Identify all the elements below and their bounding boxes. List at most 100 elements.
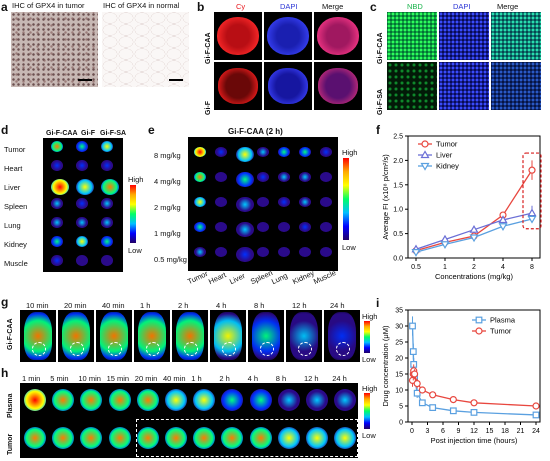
g-mouse-image bbox=[172, 310, 208, 362]
y-tick-label: 25 bbox=[395, 340, 403, 347]
data-point bbox=[413, 389, 421, 397]
ihc-tumor-image bbox=[11, 12, 98, 87]
data-point bbox=[429, 404, 437, 412]
panel-b-col-merge: Merge bbox=[322, 2, 344, 11]
c-merge-gi-f-caa bbox=[491, 12, 541, 60]
h-tumor-well bbox=[24, 427, 46, 449]
h-plasma-well bbox=[108, 389, 131, 411]
h-plate-image bbox=[20, 383, 358, 458]
g-time-label: 10 min bbox=[26, 301, 49, 310]
data-point bbox=[498, 223, 508, 231]
h-time-label: 1 min bbox=[22, 374, 41, 383]
x-tick-label: 24 bbox=[532, 428, 540, 435]
h-time-label: 2 h bbox=[219, 374, 230, 383]
e-organ-signal bbox=[257, 247, 269, 258]
h-plasma-well bbox=[52, 389, 75, 411]
d-organ-signal bbox=[101, 141, 113, 152]
e-row-label: 2 mg/kg bbox=[154, 203, 181, 212]
legend-label: Plasma bbox=[490, 316, 516, 325]
panel-b-letter: b bbox=[197, 0, 205, 14]
x-axis-label: Concentrations (mg/kg) bbox=[435, 272, 513, 281]
g-colorbar bbox=[364, 321, 370, 353]
h-plasma-well bbox=[24, 389, 46, 411]
g-tumor-marker bbox=[222, 342, 236, 356]
g-mouse-image bbox=[286, 310, 322, 362]
d-organ-signal bbox=[51, 160, 63, 171]
data-point bbox=[420, 150, 430, 159]
g-time-label: 24 h bbox=[330, 301, 345, 310]
h-tumor-well bbox=[165, 427, 187, 449]
g-scale-high: High bbox=[362, 312, 378, 321]
g-mouse-image bbox=[324, 310, 360, 362]
data-point bbox=[411, 249, 421, 257]
data-point bbox=[440, 241, 450, 250]
x-tick-label: 15 bbox=[486, 428, 494, 435]
y-tick-label: 1.0 bbox=[393, 207, 403, 214]
y-tick-label: 15 bbox=[395, 372, 403, 379]
g-time-label: 40 min bbox=[102, 301, 125, 310]
panel-g-row-label: Gi-F-CAA bbox=[7, 318, 14, 351]
x-tick-label: 12 bbox=[470, 428, 478, 435]
panel-c-row-gi-f-caa: Gi-F-CAA bbox=[377, 32, 384, 65]
c-dapi-gi-f-sa bbox=[439, 62, 489, 110]
h-tumor-well bbox=[193, 427, 216, 449]
h-time-label: 24 h bbox=[332, 374, 347, 383]
panel-f-letter: f bbox=[376, 123, 380, 137]
y-tick-label: 0 bbox=[399, 420, 403, 427]
d-organ-signal bbox=[51, 179, 69, 196]
x-tick-label: 3 bbox=[426, 428, 430, 435]
d-organ-image bbox=[43, 138, 123, 272]
panel-b-row-gi-f: Gi-F bbox=[205, 101, 212, 115]
panel-b-col-cy: Cy bbox=[236, 2, 246, 11]
data-point bbox=[527, 215, 537, 224]
g-time-label: 12 h bbox=[292, 301, 307, 310]
panel-a-title-tumor: IHC of GPX4 in tumor bbox=[12, 1, 85, 10]
d-organ-signal bbox=[51, 141, 63, 152]
data-point bbox=[413, 379, 421, 388]
e-scale-high: High bbox=[342, 148, 358, 157]
data-point bbox=[470, 408, 478, 416]
d-organ-signal bbox=[101, 179, 119, 196]
y-tick-label: 0.0 bbox=[393, 256, 403, 263]
g-tumor-marker bbox=[70, 342, 84, 356]
panel-b-row-gi-f-caa: Gi-F-CAA bbox=[205, 32, 212, 65]
e-organ-signal bbox=[215, 197, 227, 208]
h-plasma-well bbox=[136, 389, 159, 411]
panel-c-col-merge: Merge bbox=[497, 2, 519, 11]
b-merge-gi-f bbox=[314, 62, 362, 110]
x-tick-label: 0 bbox=[410, 428, 414, 435]
d-row-label: Heart bbox=[4, 164, 23, 173]
data-point bbox=[421, 140, 429, 148]
panel-b-col-dapi: DAPI bbox=[280, 2, 298, 11]
y-axis-label: Average FI (x10⁸ p/cm²/s) bbox=[381, 154, 390, 240]
h-tumor-well bbox=[306, 427, 328, 449]
h-tumor-well bbox=[277, 427, 300, 449]
y-axis-label: Drug concentration (μM) bbox=[381, 325, 390, 407]
d-row-label: Spleen bbox=[4, 202, 28, 211]
e-organ-signal bbox=[278, 147, 290, 158]
y-tick-label: 10 bbox=[395, 388, 403, 395]
h-time-label: 20 min bbox=[134, 374, 158, 383]
d-organ-signal bbox=[101, 160, 113, 171]
h-time-label: 4 h bbox=[247, 374, 259, 383]
data-point bbox=[410, 370, 419, 378]
d-organ-signal bbox=[76, 198, 88, 209]
panel-e-letter: e bbox=[148, 123, 155, 137]
g-tumor-marker bbox=[260, 342, 274, 356]
c-dapi-gi-f-caa bbox=[439, 12, 489, 60]
e-organ-signal bbox=[299, 247, 311, 258]
c-nbd-gi-f-sa bbox=[387, 62, 437, 110]
d-organ-signal bbox=[101, 255, 113, 266]
e-organ-signal bbox=[236, 247, 254, 263]
b-cy-gi-f bbox=[214, 62, 262, 110]
g-scale-low: Low bbox=[362, 355, 376, 364]
data-point bbox=[475, 327, 483, 335]
e-organ-signal bbox=[236, 197, 254, 213]
e-organ-signal bbox=[320, 247, 332, 258]
d-organ-signal bbox=[51, 236, 63, 247]
d-colorbar bbox=[130, 185, 136, 243]
e-organ-signal bbox=[278, 172, 290, 183]
e-organ-signal bbox=[194, 247, 206, 258]
panel-d-col-gi-f-caa: Gi-F-CAA bbox=[46, 130, 78, 137]
panel-h-row-tumor: Tumor bbox=[7, 433, 14, 455]
